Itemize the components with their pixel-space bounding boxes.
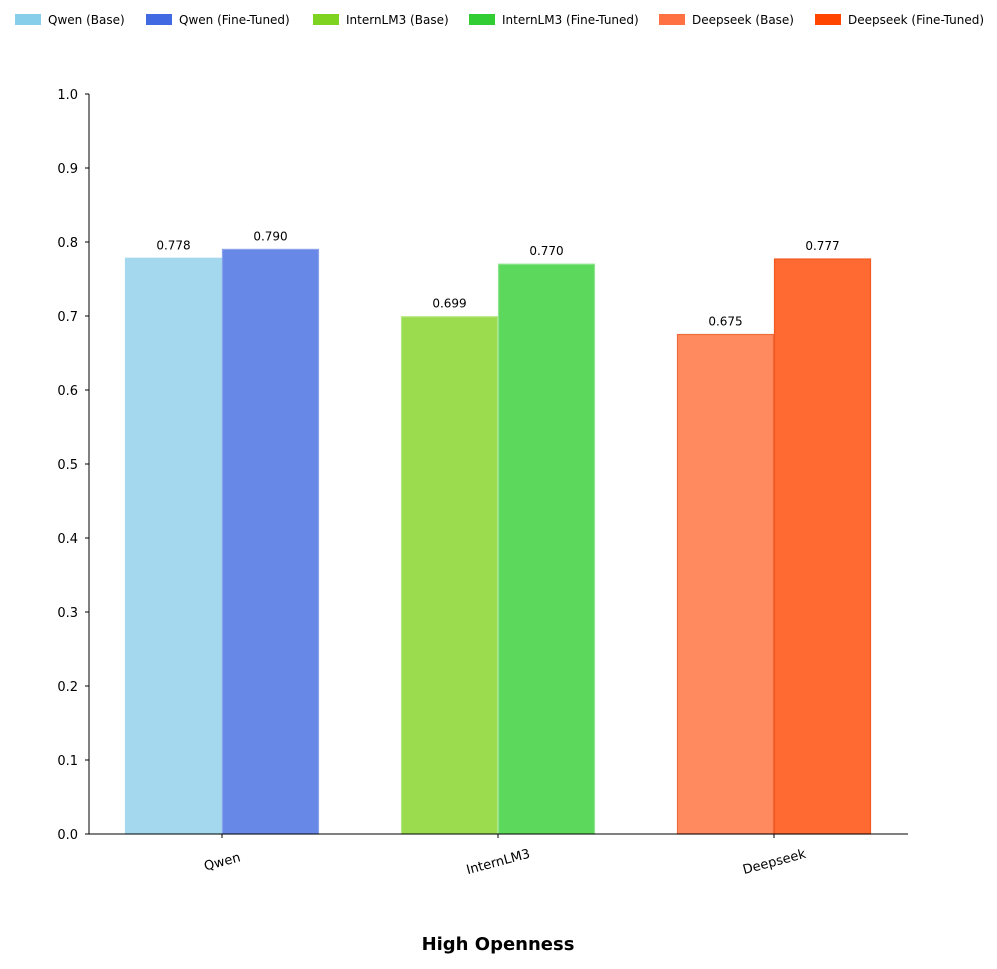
y-tick-label: 1.0 — [57, 88, 78, 103]
legend-swatch — [313, 14, 339, 25]
y-tick-label: 0.2 — [57, 680, 78, 695]
y-tick-label: 0.7 — [57, 310, 78, 325]
y-tick-label: 0.1 — [57, 754, 78, 769]
legend-item: InternLM3 (Base) — [313, 13, 449, 27]
legend-item: Qwen (Base) — [15, 13, 125, 27]
bar-value-label: 0.778 — [156, 238, 190, 252]
y-tick-label: 0.4 — [57, 532, 78, 547]
legend-swatch — [815, 14, 841, 25]
legend-swatch — [469, 14, 495, 25]
legend-label: InternLM3 (Fine-Tuned) — [502, 13, 639, 27]
y-tick-label: 0.0 — [57, 828, 78, 843]
legend-item: InternLM3 (Fine-Tuned) — [469, 13, 639, 27]
y-tick-label: 0.6 — [57, 384, 78, 399]
x-tick-label: Qwen — [203, 850, 243, 874]
y-tick-label: 0.8 — [57, 236, 78, 251]
legend-label: Deepseek (Base) — [692, 13, 794, 27]
bar — [773, 258, 872, 835]
legend-swatch — [659, 14, 685, 25]
bars — [124, 248, 872, 835]
bar — [676, 333, 775, 835]
bar — [497, 263, 596, 835]
x-axis-title: High Openness — [422, 934, 575, 955]
legend-item: Deepseek (Fine-Tuned) — [815, 13, 984, 27]
y-tick-label: 0.9 — [57, 162, 78, 177]
legend-label: Deepseek (Fine-Tuned) — [848, 13, 984, 27]
bar-value-label: 0.777 — [805, 239, 839, 253]
y-tick-label: 0.5 — [57, 458, 78, 473]
x-tick-label: Deepseek — [741, 847, 808, 878]
legend-item: Deepseek (Base) — [659, 13, 794, 27]
bar-value-label: 0.675 — [708, 315, 742, 329]
bar-value-label: 0.699 — [432, 297, 466, 311]
bar — [124, 257, 223, 835]
x-tick-label: InternLM3 — [465, 847, 532, 878]
legend-label: InternLM3 (Base) — [346, 13, 449, 27]
value-labels: 0.778 0.790 0.699 0.770 0.675 0.777 — [156, 229, 839, 328]
bar-value-label: 0.770 — [529, 244, 563, 258]
legend-item: Qwen (Fine-Tuned) — [146, 13, 290, 27]
legend-label: Qwen (Fine-Tuned) — [179, 13, 290, 27]
bar — [400, 316, 499, 835]
legend-swatch — [15, 14, 41, 25]
bar — [221, 248, 320, 835]
y-tick-label: 0.3 — [57, 606, 78, 621]
bar-value-label: 0.790 — [253, 229, 287, 243]
legend-swatch — [146, 14, 172, 25]
legend-label: Qwen (Base) — [48, 13, 125, 27]
legend: Qwen (Base) Qwen (Fine-Tuned) InternLM3 (B… — [15, 13, 984, 27]
